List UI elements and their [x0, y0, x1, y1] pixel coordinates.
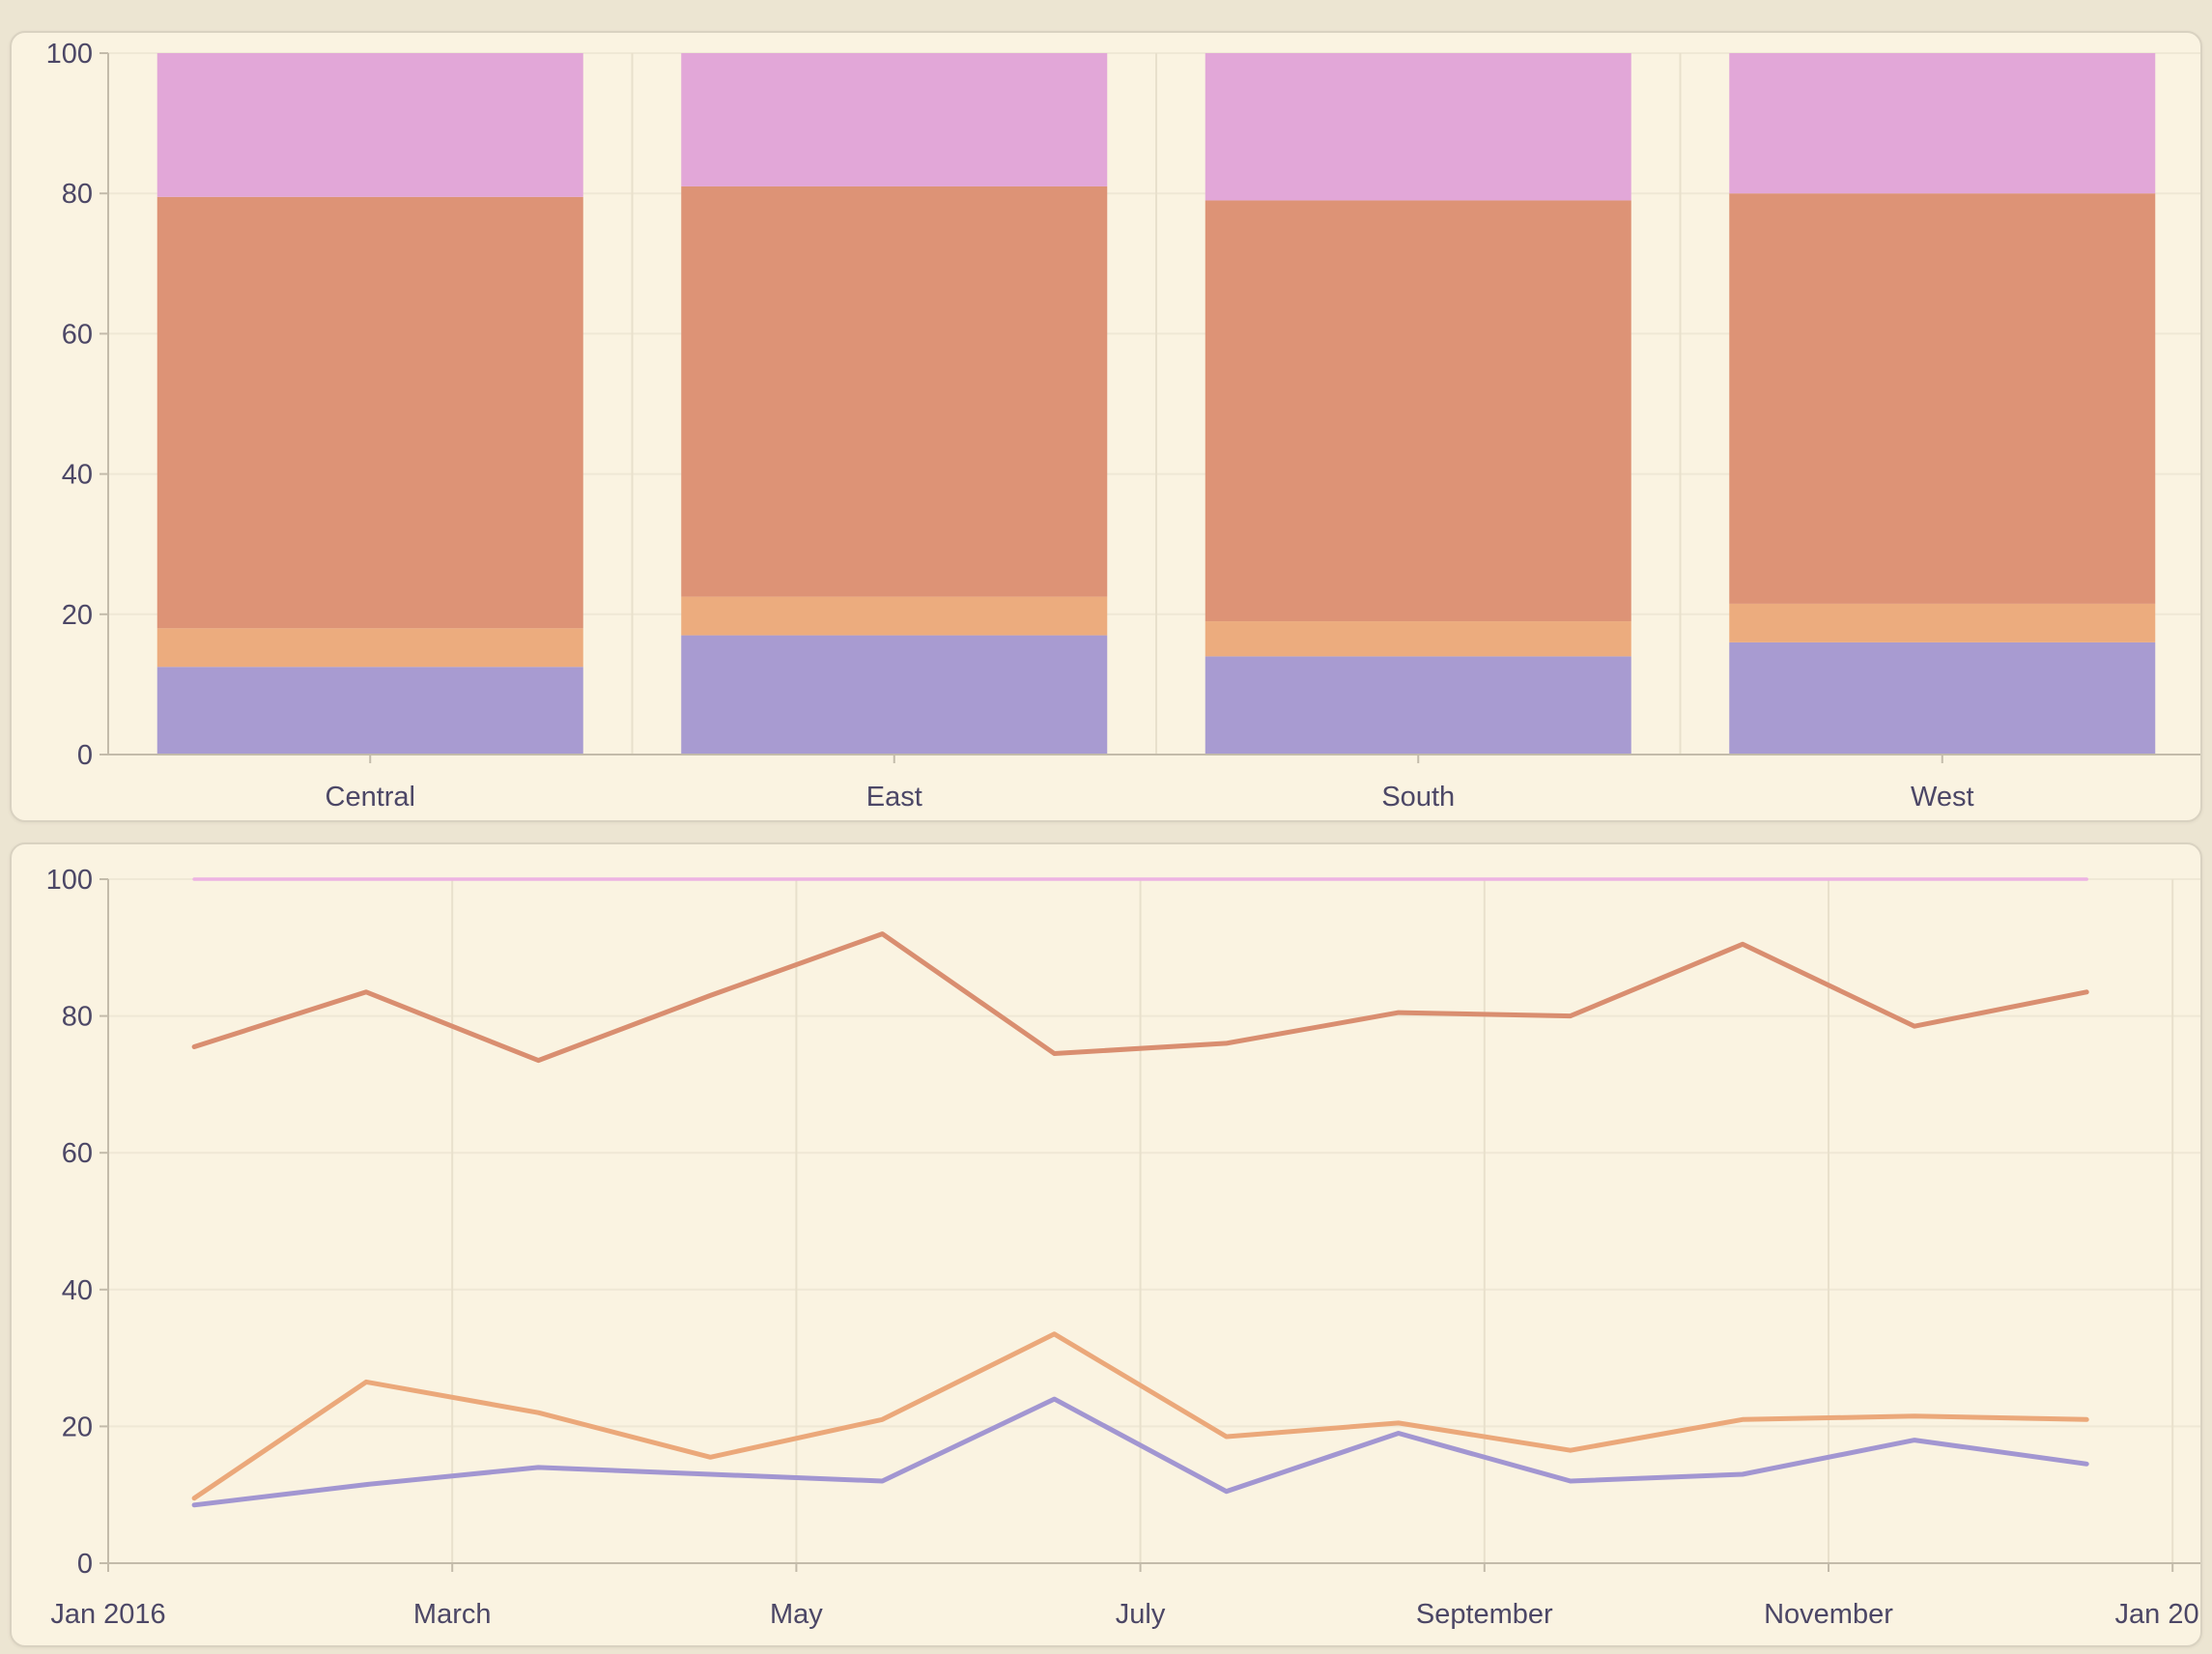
x-axis-label-central: Central: [326, 782, 416, 813]
x-axis-label-west: West: [1911, 782, 1974, 813]
bar-segment-west-purple[interactable]: [1729, 642, 2156, 755]
bar-segment-central-salmon[interactable]: [156, 196, 583, 629]
line-salmon[interactable]: [191, 931, 2089, 1064]
x-axis-label-july: July: [1116, 1599, 1166, 1630]
stacked-bar-chart-card: Central East South West 0 20 40 60 80 100: [10, 31, 2202, 822]
x-axis-label-september: September: [1416, 1599, 1553, 1630]
bar-segment-south-salmon[interactable]: [1205, 200, 1631, 622]
y-axis-label: 80: [62, 1002, 93, 1033]
y-axis-label: 0: [77, 740, 93, 771]
y-axis-label: 100: [46, 865, 93, 896]
bar-segment-south-pink[interactable]: [1205, 53, 1631, 201]
bar-segment-east-pink[interactable]: [681, 53, 1108, 186]
bar-segment-west-salmon[interactable]: [1729, 193, 2156, 604]
line-chart-card: Jan 2016 March May July September November Jan…: [10, 842, 2202, 1647]
bar-segment-central-orange[interactable]: [156, 628, 583, 668]
line-orange[interactable]: [191, 1331, 2089, 1501]
y-axis-label: 20: [62, 1412, 93, 1442]
y-axis-label: 20: [62, 600, 93, 631]
bar-segment-central-pink[interactable]: [156, 53, 583, 197]
x-axis-label-jan-2016: Jan 2016: [50, 1599, 165, 1630]
bar-segment-south-purple[interactable]: [1205, 656, 1631, 755]
x-axis-label-may: May: [770, 1599, 823, 1630]
bar-segment-west-pink[interactable]: [1729, 53, 2156, 194]
x-axis-label-south: South: [1381, 782, 1455, 813]
y-axis-label: 40: [62, 460, 93, 491]
bar-segment-east-orange[interactable]: [681, 596, 1108, 636]
x-axis-label-jan-2017: Jan 2017: [2115, 1599, 2202, 1630]
bar-segment-west-orange[interactable]: [1729, 603, 2156, 642]
y-axis-label: 60: [62, 1138, 93, 1169]
y-axis-label: 60: [62, 319, 93, 350]
y-axis-label: 40: [62, 1275, 93, 1306]
line-purple[interactable]: [191, 1396, 2089, 1508]
bar-segment-central-purple[interactable]: [156, 667, 583, 755]
stacked-bar-chart: Central East South West 0 20 40 60 80 100: [46, 39, 2200, 813]
bar-segment-east-purple[interactable]: [681, 635, 1108, 755]
x-axis-label-november: November: [1764, 1599, 1893, 1630]
bar-segment-east-salmon[interactable]: [681, 185, 1108, 597]
y-axis-label: 0: [77, 1549, 93, 1580]
x-axis-label-march: March: [413, 1599, 492, 1630]
x-axis-label-east: East: [866, 782, 922, 813]
bar-segment-south-orange[interactable]: [1205, 621, 1631, 657]
line-chart: Jan 2016 March May July September November Jan…: [46, 865, 2202, 1630]
y-axis-label: 80: [62, 179, 93, 210]
y-axis-label: 100: [46, 39, 93, 70]
